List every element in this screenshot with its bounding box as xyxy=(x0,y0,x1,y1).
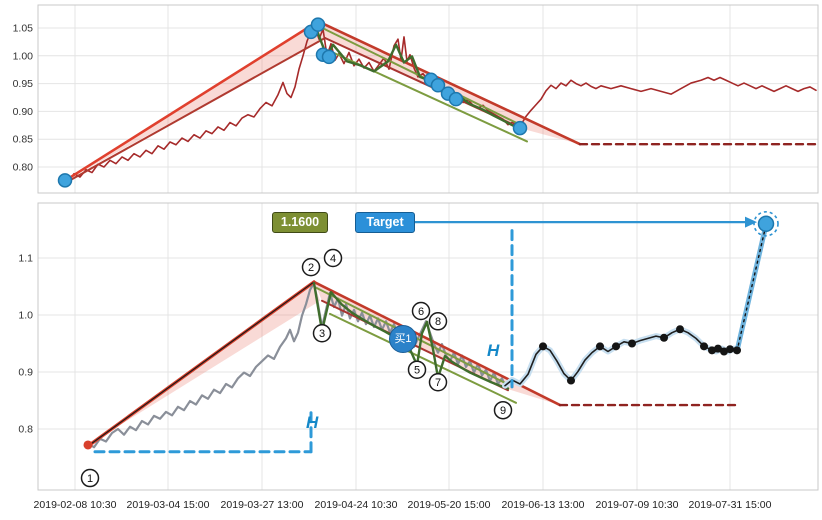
wave-number-label: 1 xyxy=(87,473,93,485)
swing-dots-black xyxy=(628,339,636,348)
wave-number-marker xyxy=(428,312,448,331)
swing-dots-black xyxy=(733,346,741,355)
wave-number-label: 9 xyxy=(500,405,506,417)
wave-number-label: 4 xyxy=(330,253,336,265)
swing-dots-blue xyxy=(310,17,326,32)
x-axis-label: 2019-03-04 15:00 xyxy=(126,499,210,511)
wave-number-label: 8 xyxy=(435,316,441,328)
start-dot xyxy=(83,440,93,450)
projection-rise-dotted xyxy=(736,224,767,352)
wave-number-marker xyxy=(493,400,513,420)
swing-dots-black xyxy=(726,345,734,354)
wave-number-label: 5 xyxy=(414,365,420,377)
y-axis-tick-label: 0.85 xyxy=(13,134,34,146)
price-line xyxy=(61,26,817,183)
swing-dots-black xyxy=(708,346,716,355)
trend-up-upper xyxy=(60,20,320,184)
swing-dots-black xyxy=(567,376,575,385)
channel-lower xyxy=(329,312,517,404)
x-axis-label: 2019-07-31 15:00 xyxy=(688,499,772,511)
target-dashed-ring xyxy=(753,211,779,237)
y-axis-tick-label: 0.90 xyxy=(13,106,34,118)
swing-dots-black xyxy=(676,325,684,334)
y-axis-tick-label: 0.80 xyxy=(13,161,34,173)
wave-number-marker xyxy=(411,301,431,321)
plot-border xyxy=(37,202,819,491)
y-axis-tick-label: 0.95 xyxy=(13,78,34,90)
swing-dots-black xyxy=(539,342,547,351)
wave-number-marker xyxy=(312,323,332,343)
x-axis-label: 2019-07-09 10:30 xyxy=(595,499,679,511)
x-axis-label: 2019-04-24 10:30 xyxy=(314,499,398,511)
x-axis-label: 2019-05-20 15:00 xyxy=(407,499,491,511)
buy-signal-marker: 买1 xyxy=(389,325,417,353)
y-axis-tick-label: 1.1 xyxy=(18,253,33,265)
wave-zigzag xyxy=(312,281,510,390)
detail-chart-panel[interactable]: 1.1 1.0 0.9 0.8 1 2 3 4 5 6 7 8 9 xyxy=(0,200,822,496)
target-badge: Target xyxy=(355,212,415,233)
swing-dots-black xyxy=(720,347,728,356)
trend-up-lower xyxy=(61,37,326,186)
breakout-price-badge: 1.1600 xyxy=(272,212,328,233)
wave-number-marker xyxy=(407,360,427,379)
swing-dots-black xyxy=(612,342,620,351)
trend-up-core xyxy=(87,281,315,447)
wave-number-marker xyxy=(80,468,100,488)
y-axis-tick-label: 1.00 xyxy=(13,50,34,62)
height-label-left: H xyxy=(306,413,319,432)
x-axis-label: 2019-02-08 10:30 xyxy=(33,499,117,511)
x-axis-label: 2019-06-13 13:00 xyxy=(501,499,585,511)
wave-number-marker xyxy=(428,373,448,392)
target-dot xyxy=(757,215,775,233)
overview-chart-panel[interactable]: 1.05 1.00 0.95 0.90 0.85 0.80 xyxy=(0,0,822,198)
wave-number-label: 3 xyxy=(319,328,325,340)
height-label-mid: H xyxy=(487,341,500,360)
wave-number-label: 2 xyxy=(308,262,314,274)
wave-number-marker xyxy=(323,248,343,268)
swing-dots-blue xyxy=(448,91,464,107)
swing-dots-blue xyxy=(321,49,337,65)
wave-number-marker xyxy=(301,257,321,277)
x-axis-labels: 2019-02-08 10:30 2019-03-04 15:00 2019-03-… xyxy=(0,499,822,515)
wave-number-label: 6 xyxy=(418,306,424,318)
swing-dots-blue xyxy=(430,78,446,93)
x-axis-label: 2019-03-27 13:00 xyxy=(220,499,304,511)
plot-background xyxy=(38,5,818,193)
swing-dots-black xyxy=(596,342,604,351)
trend-down-upper xyxy=(316,20,582,146)
wave-number-label: 7 xyxy=(435,377,441,389)
swing-dots-black xyxy=(714,344,722,353)
y-axis-tick-label: 1.05 xyxy=(13,23,34,35)
swing-dots-black xyxy=(660,333,668,342)
swing-dots-blue xyxy=(512,120,528,136)
y-axis-tick-label: 0.8 xyxy=(18,424,33,436)
swing-dots-black xyxy=(700,342,708,351)
target-arrowhead xyxy=(745,216,757,228)
y-axis-tick-label: 1.0 xyxy=(18,310,33,322)
y-axis-tick-label: 0.9 xyxy=(18,367,33,379)
plot-border xyxy=(37,4,819,194)
wave-zigzag xyxy=(314,26,519,129)
swing-dots-blue xyxy=(57,173,73,188)
